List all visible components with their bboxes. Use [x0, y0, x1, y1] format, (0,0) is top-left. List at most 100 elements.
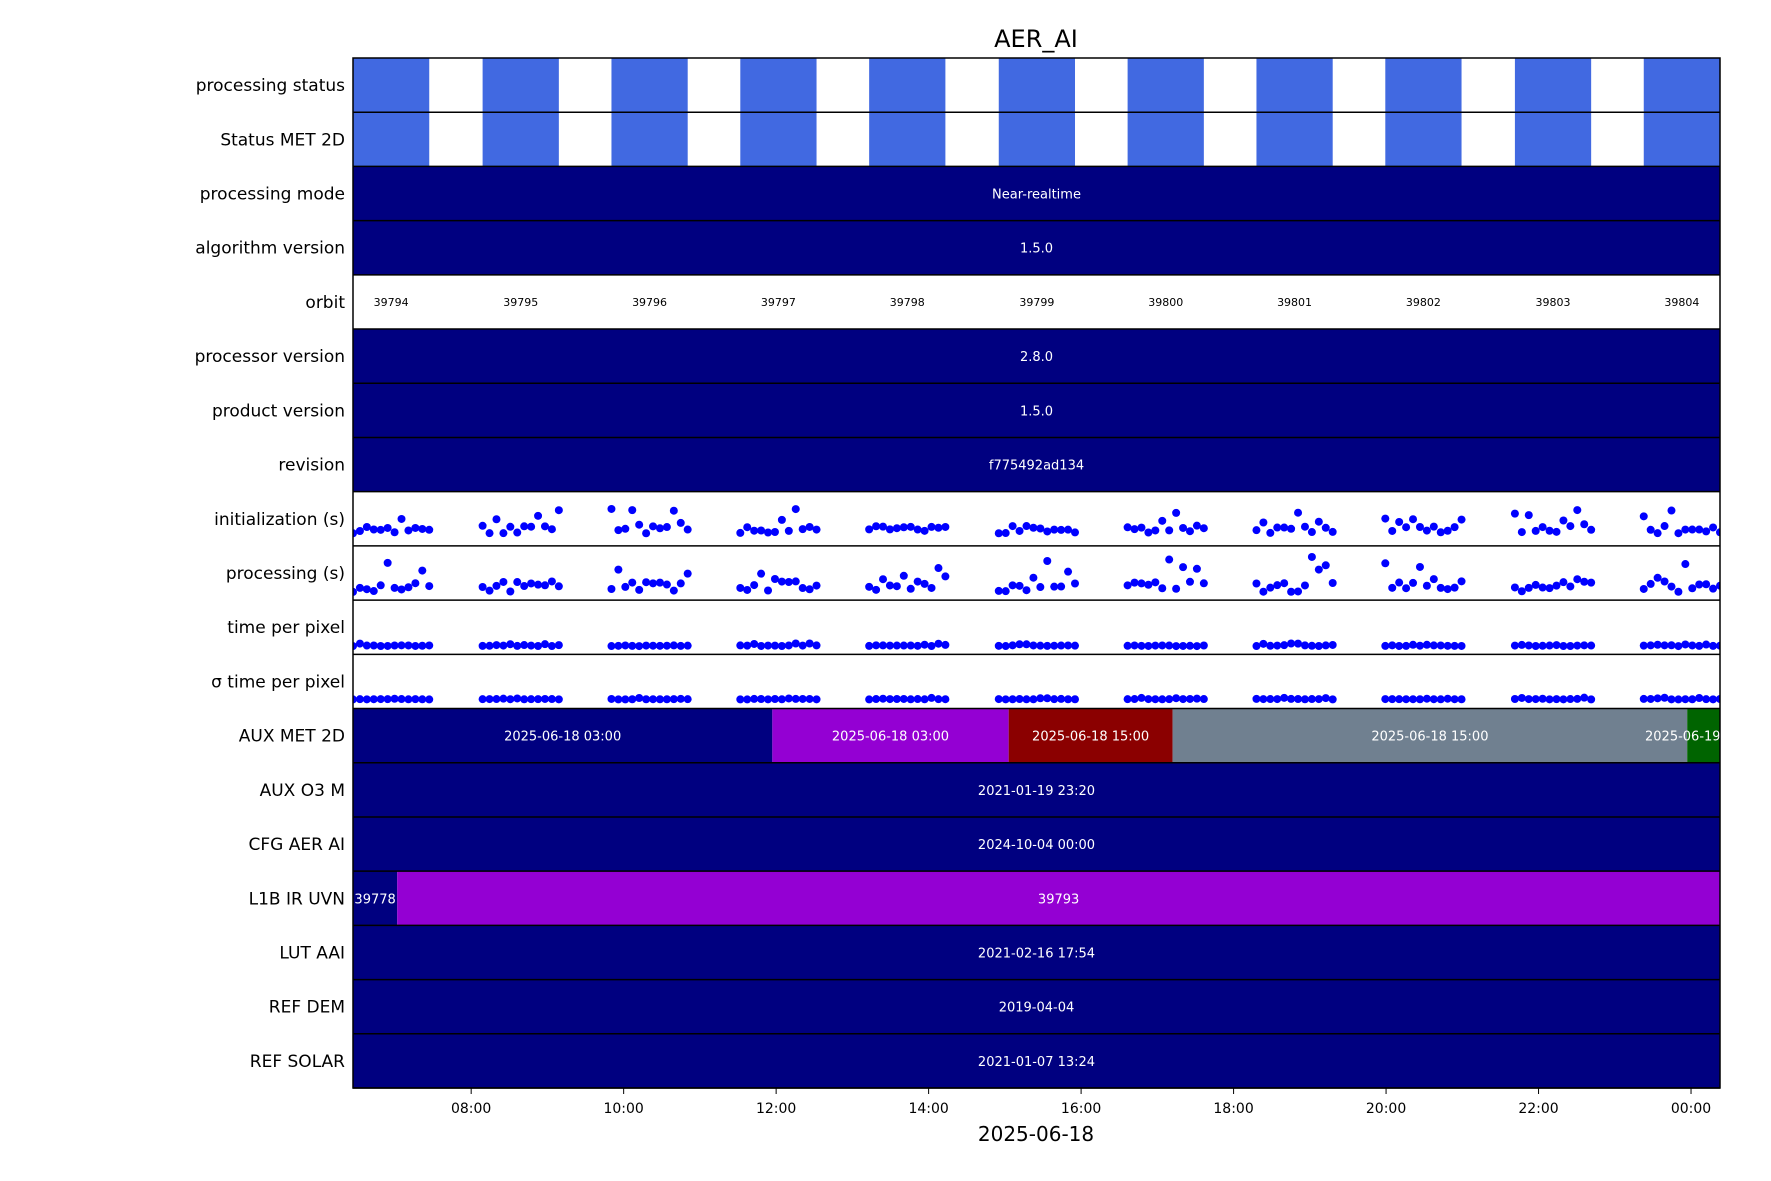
data-point — [1165, 526, 1174, 535]
data-point — [1702, 695, 1711, 704]
data-point — [1071, 528, 1080, 537]
segment-bar — [353, 816, 1720, 872]
segment-bar — [353, 871, 398, 926]
data-point — [994, 641, 1003, 650]
data-point — [520, 695, 529, 704]
data-point — [1545, 695, 1554, 704]
data-point — [1646, 694, 1655, 703]
x-tick-label: 12:00 — [756, 1101, 796, 1117]
data-point — [1422, 640, 1431, 649]
segment-bar — [353, 1033, 1720, 1088]
x-tick-label: 10:00 — [603, 1101, 643, 1117]
data-point — [635, 520, 644, 529]
data-point — [1510, 583, 1519, 592]
data-point — [404, 583, 413, 592]
x-axis-label: 2025-06-18 — [978, 1122, 1094, 1146]
data-point — [355, 526, 364, 535]
segment-bar — [353, 708, 773, 763]
data-point — [777, 642, 786, 651]
data-point — [649, 695, 658, 704]
data-point — [1137, 693, 1146, 702]
data-point — [1287, 524, 1296, 533]
data-point — [506, 522, 515, 531]
data-point — [425, 695, 434, 704]
data-point — [764, 641, 773, 650]
data-point — [547, 525, 556, 534]
data-point — [425, 582, 434, 591]
status-block — [1643, 112, 1720, 167]
data-point — [355, 583, 364, 592]
data-point — [1280, 523, 1289, 532]
data-point — [499, 641, 508, 650]
data-point — [1639, 584, 1648, 593]
status-block — [998, 112, 1076, 167]
data-point — [554, 506, 563, 515]
data-point — [757, 694, 766, 703]
data-point — [1144, 641, 1153, 650]
status-block — [740, 58, 817, 113]
data-point — [376, 525, 385, 534]
data-point — [376, 581, 385, 590]
row-label: processing mode — [200, 185, 345, 205]
data-point — [750, 581, 759, 590]
segment-bar — [353, 437, 1720, 492]
data-point — [1538, 694, 1547, 703]
data-point — [906, 522, 915, 531]
data-point — [676, 579, 685, 588]
data-point — [1395, 695, 1404, 704]
data-point — [1559, 516, 1568, 525]
data-point — [1443, 585, 1452, 594]
data-point — [1517, 640, 1526, 649]
data-point — [1165, 641, 1174, 650]
data-point — [527, 522, 536, 531]
status-block — [1514, 112, 1592, 167]
data-point — [607, 694, 616, 703]
data-point — [655, 578, 664, 587]
data-point — [1559, 642, 1568, 651]
data-point — [899, 694, 908, 703]
data-point — [1300, 641, 1309, 650]
data-point — [540, 640, 549, 649]
status-block — [1127, 58, 1204, 113]
data-point — [777, 695, 786, 704]
data-point — [784, 641, 793, 650]
data-point — [770, 527, 779, 536]
data-point — [669, 641, 678, 650]
data-point — [805, 585, 814, 594]
data-point — [1158, 695, 1167, 704]
data-point — [506, 640, 515, 649]
orbit-label: 39797 — [761, 296, 796, 309]
data-point — [478, 641, 487, 650]
data-point — [1280, 693, 1289, 702]
row-label: AUX MET 2D — [239, 727, 345, 747]
data-point — [1395, 641, 1404, 650]
chart-title: AER_AI — [994, 25, 1078, 53]
data-point — [1123, 695, 1132, 704]
x-tick-label: 18:00 — [1213, 1101, 1253, 1117]
data-point — [1653, 640, 1662, 649]
data-point — [913, 641, 922, 650]
data-point — [892, 582, 901, 591]
data-point — [1008, 522, 1017, 531]
data-point — [770, 574, 779, 583]
data-point — [520, 582, 529, 591]
data-point — [1036, 524, 1045, 533]
data-point — [1321, 561, 1330, 570]
data-point — [1587, 695, 1596, 704]
status-block — [1643, 58, 1720, 113]
data-point — [1422, 694, 1431, 703]
data-point — [1022, 586, 1031, 595]
data-point — [397, 514, 406, 523]
data-point — [499, 694, 508, 703]
data-point — [1524, 695, 1533, 704]
data-point — [649, 522, 658, 531]
data-point — [1709, 695, 1718, 704]
data-point — [885, 695, 894, 704]
data-point — [547, 642, 556, 651]
data-point — [750, 694, 759, 703]
data-point — [1199, 695, 1208, 704]
data-point — [1144, 528, 1153, 537]
data-point — [1510, 509, 1519, 518]
status-block — [869, 112, 946, 167]
segment-label: Near-realtime — [992, 188, 1081, 203]
